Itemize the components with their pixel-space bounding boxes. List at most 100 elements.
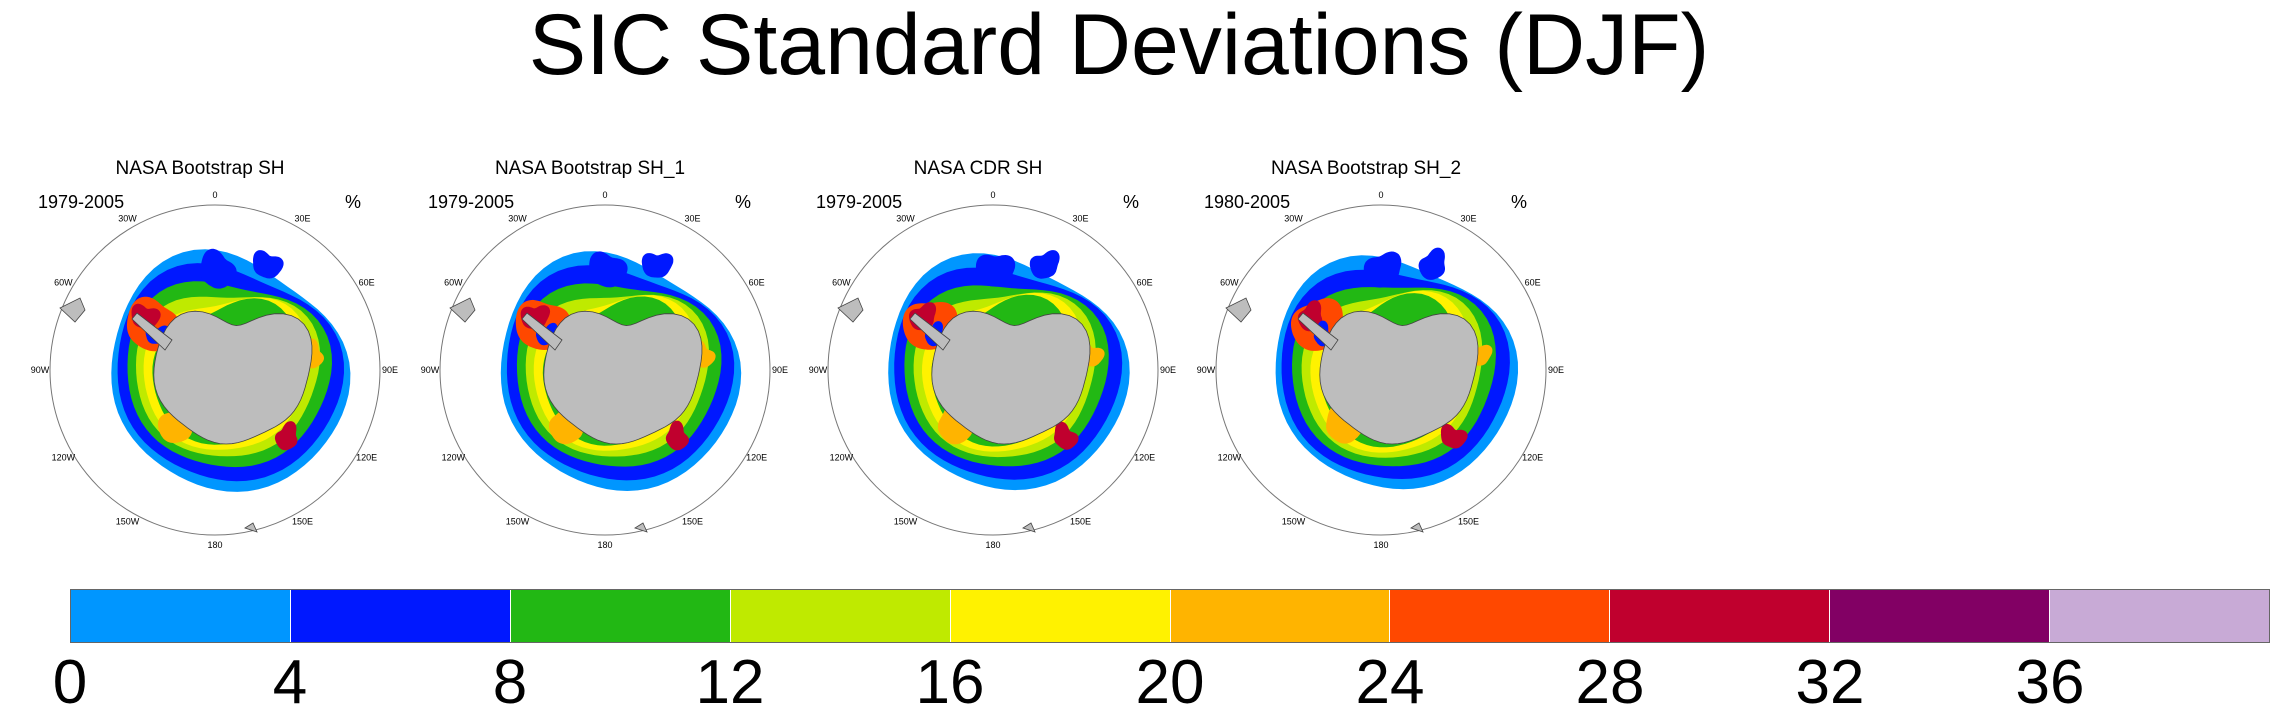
map-layers xyxy=(1215,204,1547,536)
colorbar-box xyxy=(950,590,1171,642)
longitude-label: 180 xyxy=(1373,540,1388,550)
polar-map: 0 30E 60E 90E 120E 150E 180 150W 120W 90W 60W 30W xyxy=(421,190,788,550)
longitude-label: 0 xyxy=(602,190,607,200)
figure-title: SIC Standard Deviations (DJF) xyxy=(528,0,1710,93)
longitude-label: 0 xyxy=(212,190,217,200)
longitude-label: 30E xyxy=(294,213,310,223)
colorbar-tick-label: 20 xyxy=(1135,648,1205,717)
panel-units: % xyxy=(735,192,752,212)
longitude-label: 60E xyxy=(1137,278,1153,288)
longitude-label: 60W xyxy=(1220,278,1239,288)
ice-variability-patch xyxy=(253,250,284,279)
colorbar-tick-label: 12 xyxy=(695,648,765,717)
colorbar-tick-label: 8 xyxy=(492,648,528,717)
antarctica-landmass xyxy=(153,310,313,445)
longitude-label: 150W xyxy=(506,517,530,527)
ice-variability-patch xyxy=(1029,250,1060,279)
colorbar-box xyxy=(71,590,291,642)
ice-variability-patch xyxy=(641,253,674,278)
colorbar-labels: 0 4 8 12 16 20 24 28 32 36 xyxy=(53,648,2270,718)
panel-years: 1979-2005 xyxy=(816,192,903,212)
longitude-label: 30W xyxy=(118,213,137,223)
ice-variability-patch xyxy=(589,251,628,288)
panel-units: % xyxy=(1123,192,1140,212)
map-panel: NASA CDR SH 1979-2005 % 0 30E 60E 90E 120E 15… xyxy=(808,150,1190,550)
longitude-label: 150E xyxy=(292,517,313,527)
longitude-label: 120E xyxy=(1134,453,1155,463)
colorbar-tick-label: 32 xyxy=(1795,648,1865,717)
longitude-label: 150W xyxy=(1282,517,1306,527)
colorbar-tick-label: 24 xyxy=(1355,648,1425,717)
south-america-tip xyxy=(837,297,864,323)
longitude-label: 0 xyxy=(990,190,995,200)
longitude-label: 150W xyxy=(116,517,140,527)
antarctic-peninsula xyxy=(131,312,173,351)
colorbar-tick-label: 16 xyxy=(915,648,985,717)
ice-variability-patch xyxy=(1440,423,1468,449)
longitude-label: 30W xyxy=(896,213,915,223)
panel-title: NASA Bootstrap SH_1 xyxy=(494,158,686,179)
longitude-label: 90E xyxy=(1548,365,1564,375)
longitude-label: 30E xyxy=(1072,213,1088,223)
colorbar xyxy=(70,589,2270,643)
antarctic-peninsula xyxy=(909,312,951,351)
ice-variability-patch xyxy=(975,254,1016,287)
colorbar-tick-label: 4 xyxy=(272,648,308,717)
south-america-tip xyxy=(1225,297,1252,323)
polar-map: 0 30E 60E 90E 120E 150E 180 150W 120W 90W 60W 30W xyxy=(31,190,398,550)
colorbar-box xyxy=(510,590,731,642)
new-zealand-fragment xyxy=(1410,522,1424,533)
longitude-label: 90W xyxy=(421,365,440,375)
longitude-label: 120E xyxy=(356,453,377,463)
longitude-label: 90W xyxy=(809,365,828,375)
longitude-label: 60E xyxy=(1525,278,1541,288)
ice-variability-patch xyxy=(1054,421,1079,450)
map-layers xyxy=(439,204,771,536)
longitude-label: 60W xyxy=(444,278,463,288)
map-panel: NASA Bootstrap SH_1 1979-2005 % 0 30E 60E 9… xyxy=(420,150,802,550)
panel-units: % xyxy=(345,192,362,212)
panel-years: 1980-2005 xyxy=(1204,192,1291,212)
longitude-label: 0 xyxy=(1378,190,1383,200)
ice-variability-patch xyxy=(1418,247,1445,280)
new-zealand-fragment xyxy=(634,522,648,533)
map-layers xyxy=(49,204,381,536)
longitude-label: 120W xyxy=(830,453,854,463)
longitude-label: 60W xyxy=(832,278,851,288)
map-panel: NASA Bootstrap SH_2 1980-2005 % 0 30E 60E 9… xyxy=(1196,150,1578,550)
longitude-label: 120W xyxy=(52,453,76,463)
colorbar-box xyxy=(1830,590,2051,642)
longitude-label: 180 xyxy=(597,540,612,550)
antarctica-landmass xyxy=(543,310,703,445)
antarctic-peninsula xyxy=(1297,312,1339,351)
longitude-label: 60W xyxy=(54,278,73,288)
south-america-tip xyxy=(59,297,86,323)
longitude-label: 90E xyxy=(382,365,398,375)
map-layers xyxy=(827,204,1159,536)
longitude-label: 150W xyxy=(894,517,918,527)
longitude-label: 180 xyxy=(207,540,222,550)
panel-title: NASA CDR SH xyxy=(913,158,1043,179)
longitude-label: 90W xyxy=(1197,365,1216,375)
longitude-label: 120E xyxy=(746,453,767,463)
antarctic-peninsula xyxy=(521,312,563,351)
longitude-label: 90W xyxy=(31,365,50,375)
longitude-label: 30W xyxy=(508,213,527,223)
ice-variability-patch xyxy=(200,248,237,289)
panel-title: NASA Bootstrap SH xyxy=(115,158,285,179)
colorbar-box xyxy=(2050,590,2270,642)
longitude-label: 90E xyxy=(1160,365,1176,375)
colorbar-box xyxy=(1170,590,1391,642)
ice-variability-patch xyxy=(665,420,689,451)
ice-variability-patch xyxy=(1363,251,1402,288)
panel-years: 1979-2005 xyxy=(428,192,515,212)
longitude-label: 120W xyxy=(442,453,466,463)
polar-map: 0 30E 60E 90E 120E 150E 180 150W 120W 90W 60W 30W xyxy=(1197,190,1564,550)
panel-units: % xyxy=(1511,192,1528,212)
longitude-label: 60E xyxy=(749,278,765,288)
longitude-label: 30E xyxy=(684,213,700,223)
antarctica-landmass xyxy=(931,310,1091,445)
panel-title: NASA Bootstrap SH_2 xyxy=(1270,158,1462,179)
colorbar-box xyxy=(730,590,951,642)
colorbar-tick-label: 0 xyxy=(52,648,88,717)
